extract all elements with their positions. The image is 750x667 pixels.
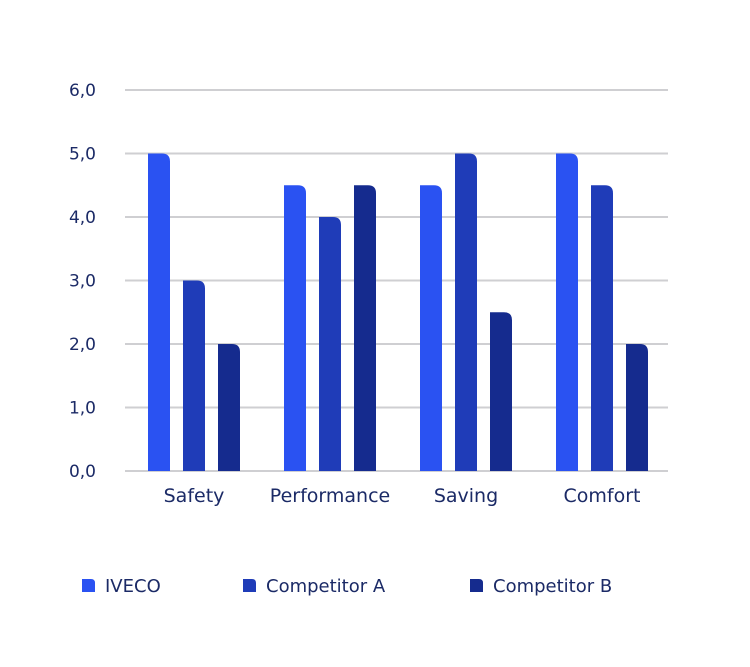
- y-tick-label: 0,0: [69, 462, 96, 482]
- x-tick-label: Saving: [434, 485, 498, 507]
- x-tick-label: Performance: [270, 485, 390, 507]
- bar-saving-competitor-b: [490, 312, 512, 471]
- legend-label: IVECO: [105, 576, 161, 597]
- bar-comfort-competitor-a: [591, 185, 613, 471]
- bar-performance-competitor-b: [354, 185, 376, 471]
- y-tick-label: 3,0: [69, 272, 96, 292]
- bar-safety-competitor-b: [218, 344, 240, 471]
- legend-swatch: [243, 579, 256, 592]
- y-tick-label: 2,0: [69, 335, 96, 355]
- bar-safety-iveco: [148, 153, 170, 471]
- x-tick-label: Safety: [164, 485, 225, 507]
- bar-safety-competitor-a: [183, 280, 205, 471]
- bar-comfort-competitor-b: [626, 344, 648, 471]
- legend-swatch: [470, 579, 483, 592]
- bar-performance-iveco: [284, 185, 306, 471]
- legend-label: Competitor B: [493, 576, 612, 597]
- bar-comfort-iveco: [556, 153, 578, 471]
- bar-saving-iveco: [420, 185, 442, 471]
- y-tick-label: 1,0: [69, 399, 96, 419]
- legend-swatch: [82, 579, 95, 592]
- bar-saving-competitor-a: [455, 153, 477, 471]
- y-tick-label: 6,0: [69, 81, 96, 101]
- legend-label: Competitor A: [266, 576, 386, 597]
- y-tick-label: 4,0: [69, 208, 96, 228]
- y-tick-label: 5,0: [69, 145, 96, 165]
- x-tick-label: Comfort: [564, 485, 641, 507]
- bar-performance-competitor-a: [319, 217, 341, 471]
